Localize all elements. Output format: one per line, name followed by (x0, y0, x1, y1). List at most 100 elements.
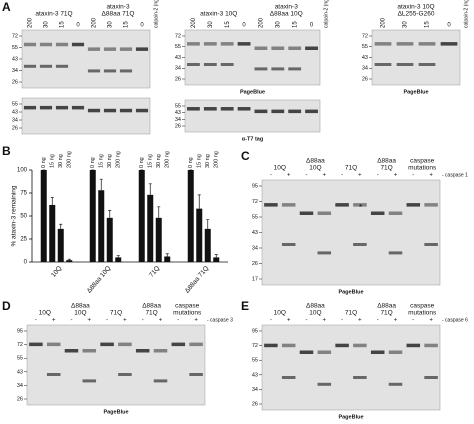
side-label: - caspase 3 (207, 317, 233, 323)
series-label: 200 ng (116, 151, 122, 168)
marker-label: 55 (17, 356, 23, 362)
gel-band (271, 109, 285, 114)
gel-header: 10Q (309, 310, 321, 317)
marker-label: 72 (12, 33, 18, 39)
series-label: 30 ng (58, 154, 64, 168)
x-tick-label: Δ88aa 71Q (184, 265, 211, 295)
gel-header: Δ88aa (306, 303, 325, 310)
gel-band (103, 108, 117, 113)
series-label: 200 ng (165, 151, 171, 168)
gel-band (87, 69, 101, 73)
lane-label: - (377, 318, 379, 324)
marker-label: 26 (12, 125, 18, 131)
series-label: 15 ng (148, 154, 154, 168)
gel-band (281, 243, 296, 246)
series-label: 200 ng (214, 151, 220, 168)
y-tick-label: 50 (20, 214, 27, 220)
marker-label: 34 (175, 66, 181, 72)
marker-label: 34 (12, 68, 18, 74)
marker-label: 55 (362, 44, 368, 50)
gel (184, 29, 321, 86)
error-bar (206, 219, 210, 229)
lane-label: - (270, 173, 272, 179)
gel-band (189, 342, 203, 347)
marker-label: 55 (252, 214, 258, 220)
gel-header: caspase (410, 303, 435, 310)
gel-header: caspase (410, 158, 435, 165)
gel-header: Δ88aa (71, 303, 90, 310)
lane-label: + (52, 318, 56, 324)
gel-header: Δ88aa (306, 158, 325, 165)
series-label: 15 ng (99, 154, 105, 168)
lane-label: + (287, 318, 291, 324)
gel-footer: PageBlue (403, 89, 428, 95)
gel-band (299, 211, 314, 215)
bar (66, 260, 73, 262)
gel-band (39, 64, 53, 68)
marker-label: 43 (12, 109, 18, 115)
gel-band (23, 105, 37, 110)
gel-footer: α-T7 tag (242, 136, 263, 142)
gel-band (264, 203, 278, 207)
gel-band (135, 349, 150, 353)
lane-label: + (429, 173, 433, 179)
lane-label: - (177, 318, 179, 324)
gel-footer: PageBlue (240, 89, 265, 95)
gel-band (71, 42, 85, 47)
error-bar (157, 206, 161, 218)
lane-label: - (270, 318, 272, 324)
marker-label: 43 (175, 110, 181, 116)
lane-label: 15 (425, 21, 431, 28)
marker-label: 34 (362, 66, 368, 72)
panel-letter: D (2, 299, 11, 313)
lane-label: 30 (403, 21, 409, 28)
bar (213, 257, 220, 262)
lane-label: 200 (92, 17, 98, 28)
gel-band (100, 342, 114, 347)
error-bar (108, 210, 112, 218)
bar (155, 217, 162, 262)
panel-letter: C (241, 149, 250, 163)
gel-band (82, 349, 97, 353)
lane-label: 30 (44, 21, 50, 28)
gel-band (153, 379, 168, 383)
bar (204, 228, 211, 262)
y-axis-label: % ataxin-3 remaining (11, 185, 18, 246)
error-bar (214, 254, 218, 258)
gel-band (254, 109, 268, 114)
bar (138, 170, 145, 262)
bar (98, 190, 105, 262)
series-label: 30 ng (156, 154, 162, 168)
series-label: 0 ng (139, 157, 145, 168)
gel-band (220, 107, 234, 111)
gel-band (388, 251, 403, 255)
lane-label: 200 (259, 17, 265, 28)
gel-band (71, 105, 85, 110)
side-label: calpain-2 (ng) (323, 0, 329, 28)
lane-label: - (106, 318, 108, 324)
lane-label: 30 (208, 21, 214, 28)
marker-label: 43 (17, 369, 23, 375)
gel-band (189, 373, 203, 376)
gel-band (29, 342, 43, 347)
side-label: calpain-2 (ng) (463, 0, 469, 28)
marker-label: 55 (12, 101, 18, 107)
gel-band (424, 376, 438, 379)
gel-band (271, 67, 285, 71)
lane-label: + (358, 173, 362, 179)
gel-band (305, 109, 318, 114)
gel-header: Δ88aa 10Q (270, 11, 303, 18)
marker-label: 55 (175, 103, 181, 109)
gel-header: ataxin-3 (275, 4, 299, 11)
gel-band (374, 42, 392, 46)
error-bar (50, 197, 54, 205)
gel (26, 324, 206, 406)
bar (40, 170, 47, 262)
lane-label: - (71, 318, 73, 324)
gel-band (288, 46, 302, 50)
gel-band (299, 350, 314, 354)
lane-label: - (412, 318, 414, 324)
side-label: calpain-2 (ng) (153, 0, 159, 28)
gel-band (64, 349, 79, 353)
gel-band (135, 108, 149, 113)
